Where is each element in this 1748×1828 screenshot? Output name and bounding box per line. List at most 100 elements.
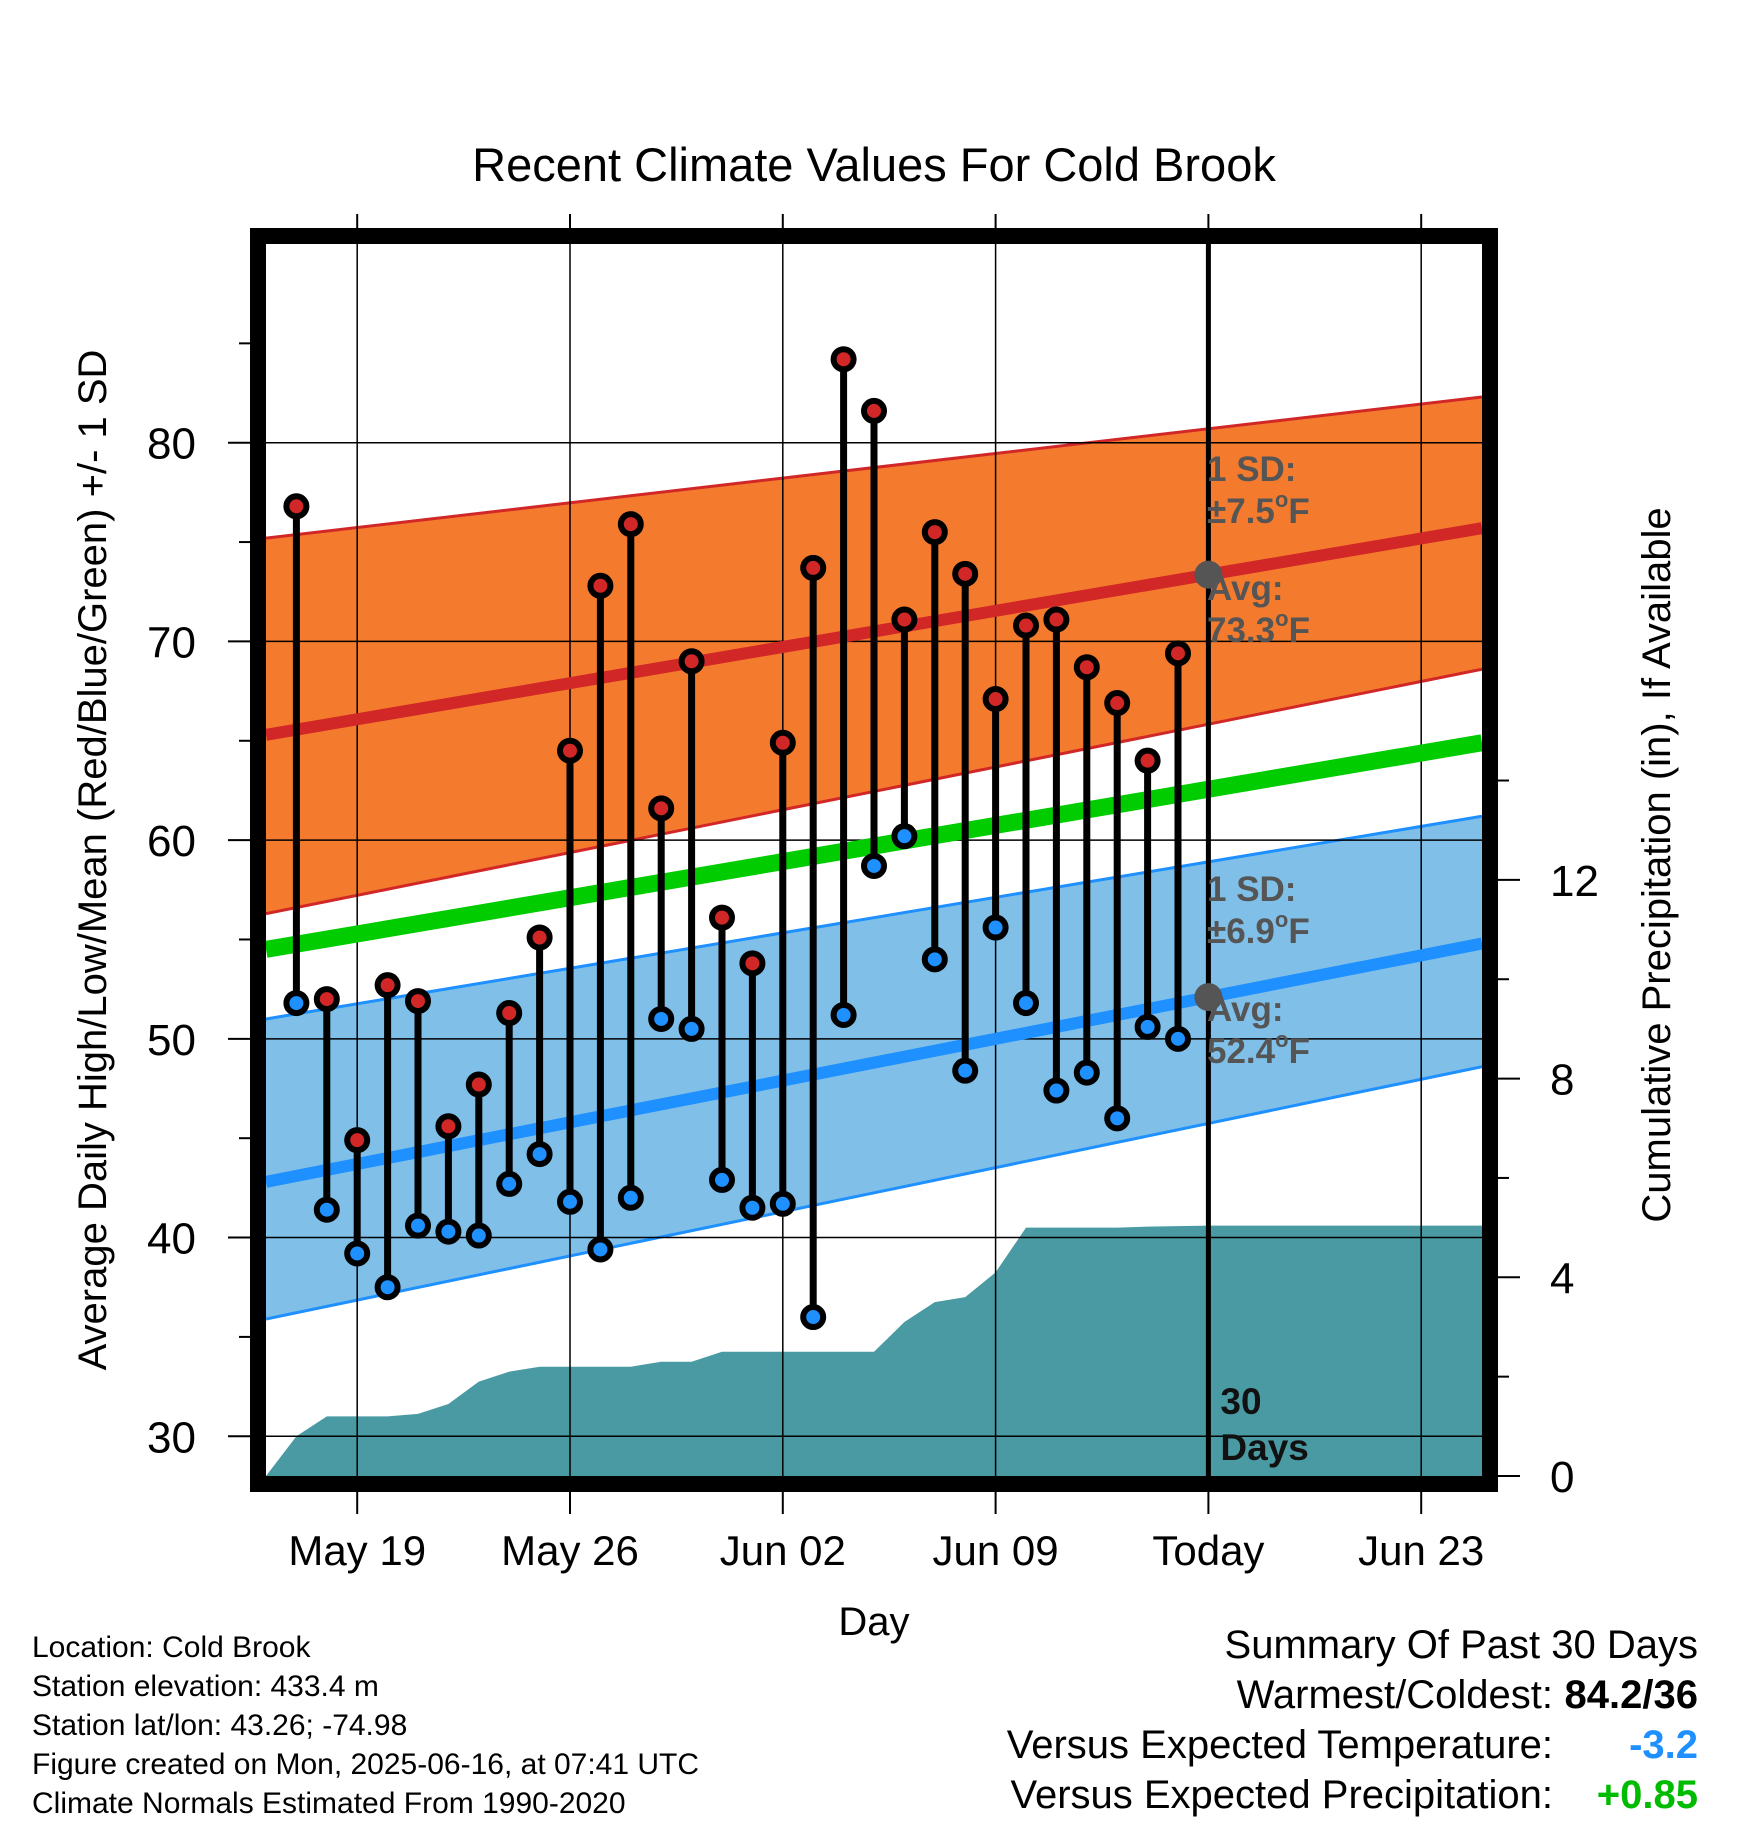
y-tick-label: 40 bbox=[147, 1215, 196, 1264]
high-point bbox=[1073, 654, 1100, 681]
latlon-text: Station lat/lon: 43.26; -74.98 bbox=[32, 1709, 408, 1742]
low-point bbox=[678, 1015, 705, 1042]
x-tick-label: Jun 02 bbox=[720, 1527, 846, 1574]
y-tick-label: 60 bbox=[147, 817, 196, 866]
low-point bbox=[952, 1057, 979, 1084]
y-tick-label: 30 bbox=[147, 1413, 196, 1462]
x-tick-label: May 19 bbox=[288, 1527, 426, 1574]
high-point bbox=[648, 795, 675, 822]
high-point bbox=[800, 554, 827, 581]
high-point bbox=[405, 988, 431, 1015]
low-point bbox=[921, 946, 948, 973]
low-point bbox=[617, 1184, 644, 1211]
y-tick-label: 50 bbox=[147, 1016, 196, 1065]
low-point bbox=[435, 1218, 462, 1245]
x-tick-label: Today bbox=[1152, 1527, 1264, 1574]
low-point bbox=[891, 823, 918, 850]
low-point bbox=[1043, 1077, 1070, 1104]
low-point bbox=[1013, 990, 1039, 1017]
low-sd-value: ±6.9oF bbox=[1207, 907, 1310, 951]
low-avg-value: 52.4oF bbox=[1207, 1027, 1310, 1071]
low-point bbox=[709, 1166, 735, 1193]
high-point bbox=[861, 397, 887, 424]
low-point bbox=[587, 1236, 614, 1263]
low-point bbox=[1165, 1025, 1191, 1052]
low-sd-band-upper-edge bbox=[266, 814, 1482, 1021]
x-tick-label: May 26 bbox=[501, 1527, 639, 1574]
low-point bbox=[1104, 1105, 1131, 1132]
low-point bbox=[769, 1190, 796, 1217]
high-point bbox=[1165, 640, 1191, 667]
precip-value: +0.85 bbox=[1596, 1773, 1698, 1817]
y2-tick-label: 0 bbox=[1550, 1453, 1574, 1502]
high-point bbox=[739, 950, 766, 977]
normals-text: Climate Normals Estimated From 1990-2020 bbox=[32, 1787, 626, 1820]
today-window-label: Days bbox=[1220, 1427, 1308, 1468]
high-point bbox=[769, 729, 796, 756]
y-axis-label: Average Daily High/Low/Mean (Red/Blue/Gr… bbox=[71, 350, 115, 1371]
low-point bbox=[861, 852, 887, 879]
summary-title: Summary Of Past 30 Days bbox=[1224, 1623, 1698, 1667]
low-point bbox=[1073, 1059, 1100, 1086]
today-window-label: 30 bbox=[1220, 1381, 1261, 1422]
high-point bbox=[465, 1071, 492, 1098]
low-point bbox=[496, 1170, 523, 1197]
high-avg-label: Avg: bbox=[1207, 569, 1283, 608]
low-point bbox=[465, 1222, 492, 1249]
summary-panel: Summary Of Past 30 Days Warmest/Coldest:… bbox=[1007, 1620, 1698, 1820]
temp-value: -3.2 bbox=[1629, 1723, 1698, 1767]
high-point bbox=[952, 560, 979, 587]
high-point bbox=[283, 493, 310, 520]
today-low-avg-marker bbox=[1194, 983, 1223, 1012]
y-tick-label: 80 bbox=[147, 420, 196, 469]
low-point bbox=[374, 1274, 401, 1301]
temp-row: Versus Expected Temperature: -3.2 bbox=[1007, 1720, 1698, 1770]
high-point bbox=[1013, 612, 1039, 639]
warmest-value: 84.2/36 bbox=[1564, 1673, 1698, 1717]
low-sd-label: 1 SD: bbox=[1207, 870, 1296, 909]
high-point bbox=[982, 686, 1009, 713]
high-avg-value: 73.3oF bbox=[1207, 606, 1310, 650]
y2-tick-label: 8 bbox=[1550, 1056, 1574, 1105]
plot-frame bbox=[250, 228, 1498, 1492]
high-point bbox=[830, 346, 857, 373]
low-point bbox=[800, 1304, 827, 1331]
high-point bbox=[891, 606, 918, 633]
high-sd-label: 1 SD: bbox=[1207, 450, 1296, 489]
high-point bbox=[435, 1113, 462, 1140]
high-sd-value: ±7.5oF bbox=[1207, 487, 1310, 531]
low-normal-line bbox=[266, 937, 1482, 1188]
high-point bbox=[678, 648, 705, 675]
high-point bbox=[313, 986, 340, 1013]
temp-label: Versus Expected Temperature: bbox=[1006, 1723, 1553, 1767]
high-point bbox=[617, 511, 644, 538]
precip-label: Versus Expected Precipitation: bbox=[1010, 1773, 1553, 1817]
high-point bbox=[1104, 690, 1131, 717]
high-point bbox=[587, 572, 614, 599]
y-tick-label: 70 bbox=[147, 618, 196, 667]
low-point bbox=[830, 1001, 857, 1028]
high-point bbox=[921, 519, 948, 546]
plot-area bbox=[266, 244, 1482, 1476]
low-point bbox=[739, 1194, 766, 1221]
station-info: Location: Cold Brook Station elevation: … bbox=[32, 1628, 699, 1823]
warmest-row: Warmest/Coldest: 84.2/36 bbox=[1007, 1670, 1698, 1720]
low-point bbox=[344, 1240, 371, 1267]
high-point bbox=[709, 904, 735, 931]
created-text: Figure created on Mon, 2025-06-16, at 07… bbox=[32, 1748, 700, 1781]
low-point bbox=[283, 990, 310, 1017]
high-point bbox=[557, 737, 583, 764]
high-point bbox=[526, 924, 553, 951]
chart-title: Recent Climate Values For Cold Brook bbox=[472, 138, 1276, 191]
x-tick-label: Jun 23 bbox=[1358, 1527, 1484, 1574]
low-point bbox=[405, 1212, 431, 1239]
low-sd-band-lower-edge bbox=[266, 1065, 1482, 1321]
high-point bbox=[344, 1127, 371, 1154]
y2-axis-label: Cumulative Precipitation (in), If Availa… bbox=[1635, 507, 1679, 1222]
low-point bbox=[648, 1005, 675, 1032]
low-point bbox=[557, 1188, 583, 1215]
warmest-label: Warmest/Coldest: bbox=[1236, 1673, 1553, 1717]
y2-tick-label: 12 bbox=[1550, 857, 1599, 906]
x-tick-label: Jun 09 bbox=[933, 1527, 1059, 1574]
